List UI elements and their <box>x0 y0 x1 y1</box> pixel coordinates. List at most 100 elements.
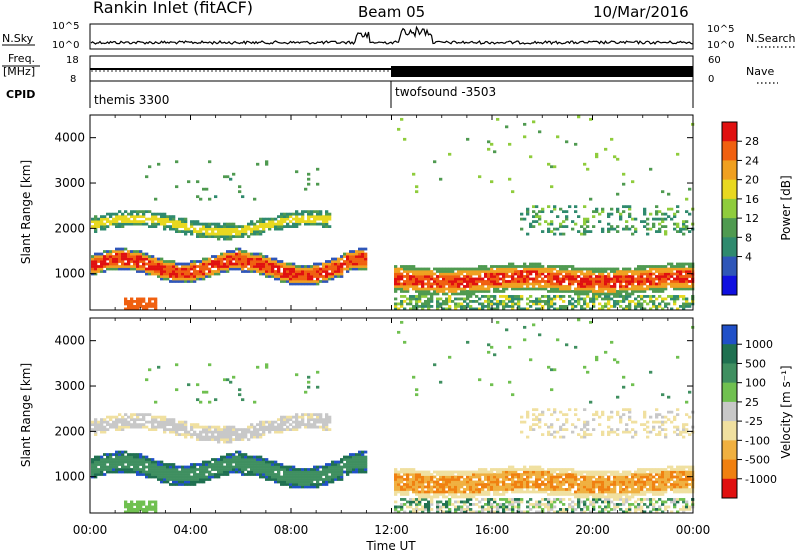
heatmap-cell <box>427 488 431 491</box>
heatmap-cell <box>256 468 260 471</box>
heatmap-cell <box>526 480 530 484</box>
heatmap-cell <box>418 483 422 486</box>
heatmap-cell <box>292 265 296 268</box>
heatmap-cell <box>487 343 491 347</box>
heatmap-cell <box>100 455 104 459</box>
heatmap-cell <box>424 272 428 276</box>
heatmap-cell <box>109 222 113 226</box>
heatmap-cell <box>535 275 539 278</box>
heatmap-cell <box>619 275 623 278</box>
heatmap-cell <box>364 470 368 474</box>
heatmap-cell <box>142 305 146 308</box>
heatmap-cell <box>616 270 620 273</box>
heatmap-cell <box>550 297 554 301</box>
heatmap-cell <box>238 433 242 436</box>
heatmap-cell <box>121 415 125 419</box>
heatmap-cell <box>220 232 224 236</box>
heatmap-cell <box>589 290 593 293</box>
heatmap-cell <box>412 490 416 494</box>
heatmap-cell <box>445 297 449 301</box>
heatmap-cell <box>241 455 245 459</box>
heatmap-cell <box>538 510 542 514</box>
heatmap-cell <box>172 465 176 469</box>
heatmap-cell <box>463 290 467 293</box>
heatmap-cell <box>424 485 428 489</box>
heatmap-cell <box>172 475 176 479</box>
heatmap-cell <box>613 285 617 288</box>
heatmap-cell <box>136 212 140 216</box>
heatmap-cell <box>523 277 527 281</box>
heatmap-cell <box>256 423 260 427</box>
heatmap-cell <box>394 493 398 496</box>
heatmap-cell <box>361 463 365 466</box>
heatmap-cell <box>523 478 527 481</box>
heatmap-cell <box>679 227 683 231</box>
heatmap-cell <box>139 210 143 214</box>
heatmap-cell <box>508 508 512 511</box>
heatmap-cell <box>616 272 620 276</box>
heatmap-cell <box>181 423 185 427</box>
heatmap-cell <box>406 500 410 504</box>
heatmap-cell <box>514 468 518 471</box>
heatmap-cell <box>400 478 404 481</box>
heatmap-cell <box>538 270 542 273</box>
heatmap-cell <box>325 420 329 424</box>
heatmap-cell <box>511 483 515 486</box>
heatmap-cell <box>220 463 224 466</box>
heatmap-cell <box>241 428 245 431</box>
heatmap-cell <box>187 478 191 481</box>
heatmap-cell <box>304 390 308 394</box>
heatmap-cell <box>193 423 197 427</box>
heatmap-cell <box>262 262 266 266</box>
heatmap-cell <box>535 220 539 224</box>
heatmap-cell <box>469 275 473 278</box>
heatmap-cell <box>304 210 308 214</box>
heatmap-cell <box>292 483 296 486</box>
heatmap-cell <box>637 270 641 273</box>
heatmap-cell <box>211 262 215 266</box>
heatmap-cell <box>646 217 650 221</box>
heatmap-cell <box>397 275 401 278</box>
heatmap-cell <box>436 470 440 474</box>
heatmap-cell <box>394 282 398 286</box>
heatmap-cell <box>145 455 149 459</box>
heatmap-cell <box>553 490 557 494</box>
heatmap-cell <box>304 275 308 278</box>
heatmap-cell <box>397 510 401 514</box>
heatmap-cell <box>568 480 572 484</box>
heatmap-cell <box>286 217 290 221</box>
heatmap-cell <box>241 470 245 474</box>
heatmap-cell <box>268 428 272 431</box>
heatmap-cell <box>94 468 98 471</box>
heatmap-cell <box>196 195 200 199</box>
heatmap-cell <box>313 220 317 224</box>
heatmap-cell <box>187 227 191 231</box>
heatmap-cell <box>256 465 260 469</box>
heatmap-cell <box>289 475 293 479</box>
heatmap-cell <box>430 473 434 476</box>
heatmap-cell <box>238 255 242 258</box>
heatmap-cell <box>307 418 311 422</box>
heatmap-cell <box>415 305 419 308</box>
heatmap-cell <box>121 455 125 459</box>
heatmap-cell <box>223 267 227 271</box>
heatmap-cell <box>238 465 242 469</box>
heatmap-cell <box>454 495 458 499</box>
heatmap-cell <box>136 297 140 301</box>
heatmap-cell <box>478 272 482 276</box>
heatmap-cell <box>247 428 251 431</box>
heatmap-cell <box>430 508 434 511</box>
heatmap-cell <box>313 483 317 486</box>
heatmap-cell <box>619 285 623 288</box>
heatmap-cell <box>226 438 230 441</box>
heatmap-cell <box>640 282 644 286</box>
heatmap-cell <box>91 260 95 263</box>
heatmap-cell <box>118 222 122 226</box>
heatmap-cell <box>502 272 506 276</box>
heatmap-cell <box>520 480 524 484</box>
heatmap-cell <box>433 277 437 281</box>
heatmap-cell <box>196 433 200 436</box>
heatmap-cell <box>661 280 665 283</box>
heatmap-cell <box>163 212 167 216</box>
heatmap-cell <box>169 423 173 427</box>
